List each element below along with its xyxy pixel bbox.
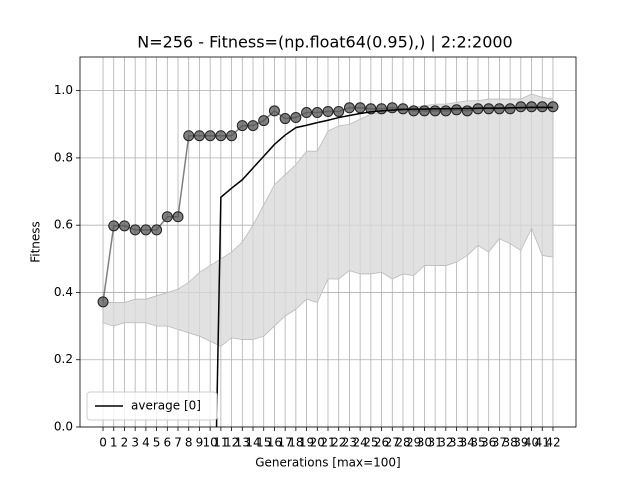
x-tick-label: 23 xyxy=(342,436,357,450)
x-tick-label: 2 xyxy=(121,436,129,450)
point xyxy=(215,130,227,142)
point xyxy=(418,105,430,117)
x-tick-label: 1 xyxy=(110,436,118,450)
point xyxy=(268,105,280,117)
point xyxy=(440,105,452,117)
y-tick-label: 0.6 xyxy=(54,218,73,232)
point xyxy=(515,101,527,113)
x-tick-label: 25 xyxy=(363,436,378,450)
y-tick-label: 0.4 xyxy=(54,285,73,299)
point xyxy=(376,103,388,115)
point xyxy=(193,130,205,142)
x-tick-label: 12 xyxy=(224,436,239,450)
point xyxy=(333,105,345,117)
point xyxy=(151,224,163,236)
legend-label: average [0] xyxy=(131,399,201,413)
point xyxy=(290,112,302,124)
point xyxy=(226,130,238,142)
x-tick-label: 38 xyxy=(502,436,517,450)
point xyxy=(258,115,270,127)
range-band xyxy=(102,93,554,347)
x-tick-label: 19 xyxy=(299,436,314,450)
x-tick-label: 10 xyxy=(203,436,218,450)
x-tick-label: 28 xyxy=(395,436,410,450)
point xyxy=(172,211,184,223)
point xyxy=(504,103,516,115)
x-tick-label: 17 xyxy=(278,436,293,450)
y-tick-label: 1.0 xyxy=(54,83,73,97)
point xyxy=(408,105,420,117)
point xyxy=(429,105,441,117)
point xyxy=(322,105,334,117)
x-tick-label: 14 xyxy=(245,436,260,450)
x-tick-label: 34 xyxy=(460,436,475,450)
point xyxy=(461,105,473,117)
point xyxy=(354,102,366,114)
x-tick-label: 6 xyxy=(163,436,171,450)
x-tick-label: 11 xyxy=(213,436,228,450)
x-tick-label: 36 xyxy=(481,436,496,450)
y-tick-label: 0.2 xyxy=(54,352,73,366)
point xyxy=(183,130,195,142)
point xyxy=(236,120,248,132)
x-tick-label: 42 xyxy=(545,436,560,450)
x-tick-label: 5 xyxy=(153,436,161,450)
x-tick-label: 3 xyxy=(131,436,139,450)
x-tick-label: 0 xyxy=(99,436,107,450)
x-tick-label: 35 xyxy=(470,436,485,450)
point xyxy=(108,220,120,232)
x-tick-label: 41 xyxy=(535,436,550,450)
point xyxy=(279,113,291,125)
axes-frame xyxy=(79,56,577,428)
x-tick-label: 7 xyxy=(174,436,182,450)
point xyxy=(129,224,141,236)
x-tick-label: 22 xyxy=(331,436,346,450)
point xyxy=(161,211,173,223)
point xyxy=(301,107,313,118)
x-tick-label: 33 xyxy=(449,436,464,450)
point xyxy=(451,104,463,116)
x-tick-label: 29 xyxy=(406,436,421,450)
y-tick-label: 0.8 xyxy=(54,150,73,164)
x-tick-label: 20 xyxy=(310,436,325,450)
x-tick-label: 4 xyxy=(142,436,150,450)
x-tick-label: 24 xyxy=(352,436,367,450)
x-tick-label: 13 xyxy=(235,436,250,450)
x-tick-label: 30 xyxy=(417,436,432,450)
x-tick-label: 27 xyxy=(385,436,400,450)
x-tick-label: 26 xyxy=(374,436,389,450)
point xyxy=(343,102,355,114)
y-tick-label: 0.0 xyxy=(54,420,73,434)
x-tick-label: 9 xyxy=(196,436,204,450)
y-axis-label: Fitness xyxy=(29,221,43,263)
x-tick-label: 16 xyxy=(267,436,282,450)
point xyxy=(140,224,152,236)
point xyxy=(247,120,259,132)
x-tick-label: 8 xyxy=(185,436,193,450)
x-tick-label: 18 xyxy=(288,436,303,450)
x-tick-label: 37 xyxy=(492,436,507,450)
point xyxy=(386,102,398,114)
x-tick-label: 40 xyxy=(524,436,539,450)
x-tick-label: 21 xyxy=(320,436,335,450)
point xyxy=(118,220,130,232)
plot-area xyxy=(97,93,559,427)
chart-title: N=256 - Fitness=(np.float64(0.95),) | 2:… xyxy=(137,33,512,52)
point xyxy=(97,296,109,308)
x-tick-label: 15 xyxy=(256,436,271,450)
point xyxy=(204,130,216,142)
x-tick-label: 31 xyxy=(427,436,442,450)
x-tick-label: 32 xyxy=(438,436,453,450)
x-axis-label: Generations [max=100] xyxy=(255,456,400,470)
legend-box xyxy=(86,391,218,421)
series-line xyxy=(215,106,553,427)
point xyxy=(311,107,323,118)
x-tick-label: 39 xyxy=(513,436,528,450)
